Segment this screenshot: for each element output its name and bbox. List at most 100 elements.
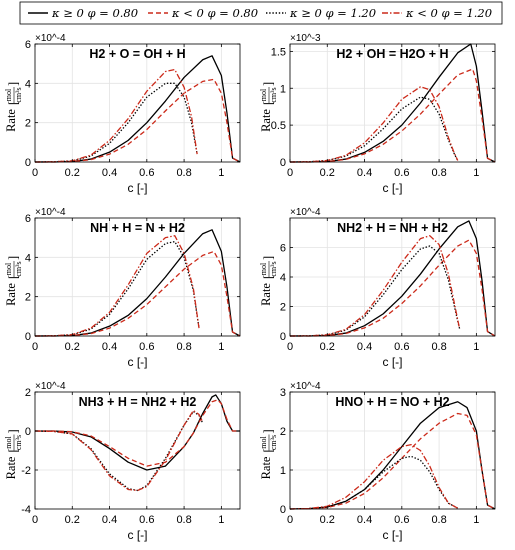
x-tick-label: 1 bbox=[218, 341, 224, 353]
y-axis-label-text: Rate bbox=[259, 456, 273, 479]
y-unit-bracket-close: ] bbox=[6, 256, 20, 260]
axis-exponent: ×10^-4 bbox=[35, 207, 66, 218]
y-unit-bracket-open: [ bbox=[261, 448, 275, 452]
y-tick-label: 3 bbox=[280, 387, 286, 399]
chart-panel: 0 0.2 0.4 0.6 0.8 1 0 1 2 3 ×10^-4 HNO + H = NO + H… bbox=[259, 381, 496, 542]
x-tick-label: 0.6 bbox=[139, 514, 154, 526]
y-unit-bracket-open: [ bbox=[6, 448, 20, 452]
y-unit-bracket-open: [ bbox=[6, 275, 20, 279]
x-tick-label: 0.6 bbox=[394, 341, 409, 353]
x-axis-label: c [-] bbox=[383, 528, 403, 542]
series-line bbox=[34, 68, 198, 163]
y-unit-bracket-open: [ bbox=[261, 101, 275, 105]
y-tick-label: 1.5 bbox=[271, 46, 286, 58]
y-axis-label-text: Rate bbox=[259, 283, 273, 306]
y-unit-bracket-close: ] bbox=[6, 429, 20, 433]
legend-label: κ ≥ 0 φ = 1.20 bbox=[289, 6, 376, 20]
y-tick-label: 1 bbox=[280, 83, 286, 95]
axis-exponent: ×10^-4 bbox=[290, 207, 321, 218]
y-tick-label: 0 bbox=[280, 157, 286, 169]
y-axis-label-text: Rate bbox=[259, 109, 273, 132]
panel-title: NH + H = N + H2 bbox=[90, 221, 185, 235]
x-tick-label: 0.4 bbox=[102, 167, 117, 179]
y-axis-label: Rate mol cm³s[] bbox=[259, 429, 278, 479]
x-tick-label: 0.8 bbox=[176, 341, 191, 353]
y-axis-label-text: Rate bbox=[4, 456, 18, 479]
y-unit-numerator: mol bbox=[4, 436, 13, 449]
x-tick-label: 0 bbox=[32, 167, 38, 179]
x-tick-label: 0.6 bbox=[139, 167, 154, 179]
y-axis-label: Rate mol cm³s[] bbox=[4, 256, 23, 306]
x-tick-label: 0.8 bbox=[431, 167, 446, 179]
series-line bbox=[34, 235, 200, 337]
y-tick-label: 0.5 bbox=[271, 120, 286, 132]
x-tick-label: 1 bbox=[218, 167, 224, 179]
x-tick-label: 1 bbox=[218, 514, 224, 526]
y-unit-bracket-close: ] bbox=[261, 82, 275, 86]
y-axis-label: Rate mol cm³s[] bbox=[4, 82, 23, 132]
y-tick-label: 6 bbox=[280, 243, 286, 255]
chart-panel: 0 0.2 0.4 0.6 0.8 1 0 2 4 6 ×10^-4 H2 + O = OH + H c… bbox=[4, 33, 241, 195]
y-tick-label: 4 bbox=[25, 78, 31, 90]
plot-area bbox=[35, 44, 240, 162]
series-line bbox=[289, 412, 496, 510]
y-unit-denominator: cm³s bbox=[269, 87, 278, 102]
axes-box bbox=[289, 391, 496, 510]
legend-label: κ < 0 φ = 0.80 bbox=[171, 6, 258, 20]
x-tick-label: 0.2 bbox=[320, 167, 335, 179]
y-unit-bracket-open: [ bbox=[261, 275, 275, 279]
chart-panel: 0 0.2 0.4 0.6 0.8 1 -4 -2 0 2 ×10^-4 NH3 + H = NH2 … bbox=[4, 381, 241, 542]
y-tick-label: -2 bbox=[21, 465, 31, 477]
x-axis-label: c [-] bbox=[383, 355, 403, 369]
panel-title: H2 + OH = H2O + H bbox=[336, 47, 448, 61]
chart-panel: 0 0.2 0.4 0.6 0.8 1 0 2 4 6 ×10^-4 NH + H = N + H2 c… bbox=[4, 207, 241, 369]
x-tick-label: 0.8 bbox=[431, 341, 446, 353]
x-tick-label: 0.2 bbox=[65, 514, 80, 526]
y-tick-label: 0 bbox=[25, 426, 31, 438]
axis-exponent: ×10^-3 bbox=[290, 33, 321, 44]
x-axis-label: c [-] bbox=[128, 181, 148, 195]
series-line bbox=[35, 399, 240, 467]
axis-exponent: ×10^-4 bbox=[35, 33, 66, 44]
axes-box bbox=[289, 43, 496, 163]
y-tick-label: 0 bbox=[280, 504, 286, 516]
legend-label: κ < 0 φ = 1.20 bbox=[405, 6, 492, 20]
legend-box bbox=[19, 1, 503, 25]
y-tick-label: 0 bbox=[25, 331, 31, 343]
y-tick-label: 0 bbox=[25, 157, 31, 169]
panel-title: NH2 + H = NH + H2 bbox=[337, 221, 448, 235]
axes-box bbox=[34, 43, 241, 163]
axis-exponent: ×10^-4 bbox=[35, 381, 66, 392]
x-tick-label: 0.2 bbox=[320, 341, 335, 353]
y-unit-bracket-close: ] bbox=[261, 256, 275, 260]
y-unit-numerator: mol bbox=[4, 262, 13, 275]
series-line bbox=[34, 82, 198, 163]
y-tick-label: -4 bbox=[21, 504, 31, 516]
x-tick-label: 0 bbox=[32, 341, 38, 353]
x-tick-label: 0.4 bbox=[357, 167, 372, 179]
y-tick-label: 4 bbox=[280, 272, 286, 284]
series-line bbox=[290, 68, 496, 163]
y-unit-denominator: cm³s bbox=[269, 261, 278, 276]
axes-box bbox=[34, 391, 241, 510]
x-tick-label: 0 bbox=[32, 514, 38, 526]
y-tick-label: 1 bbox=[280, 465, 286, 477]
x-tick-label: 0.8 bbox=[176, 167, 191, 179]
plot-area bbox=[290, 44, 495, 162]
y-axis-label-text: Rate bbox=[4, 283, 18, 306]
panel-title: H2 + O = OH + H bbox=[89, 47, 185, 61]
y-tick-label: 4 bbox=[25, 252, 31, 264]
series-line bbox=[35, 250, 241, 337]
x-tick-label: 0 bbox=[287, 514, 293, 526]
y-tick-label: 6 bbox=[25, 39, 31, 51]
series-line bbox=[34, 410, 204, 492]
plot-area bbox=[35, 392, 240, 509]
x-axis-label: c [-] bbox=[383, 181, 403, 195]
y-axis-label-text: Rate bbox=[4, 109, 18, 132]
y-axis-label: Rate mol cm³s[] bbox=[259, 256, 278, 306]
x-tick-label: 1 bbox=[473, 514, 479, 526]
x-tick-label: 0.8 bbox=[431, 514, 446, 526]
y-unit-numerator: mol bbox=[4, 88, 13, 101]
axis-exponent: ×10^-4 bbox=[290, 381, 321, 392]
y-tick-label: 2 bbox=[280, 426, 286, 438]
